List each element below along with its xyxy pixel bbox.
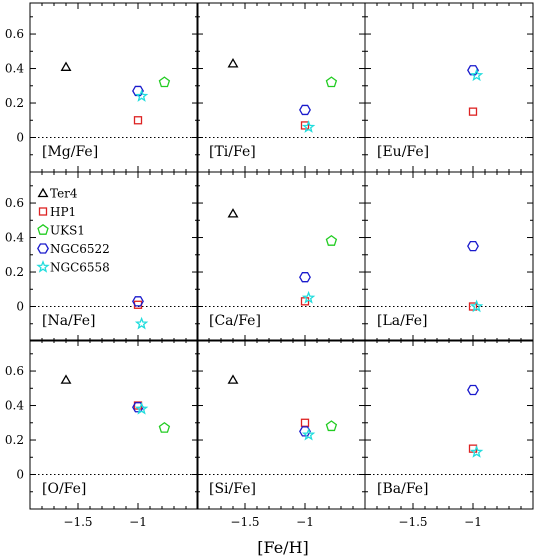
data-point-ter4 <box>60 61 72 71</box>
legend-marker-ngc6522 <box>37 243 49 254</box>
legend-marker-ngc6558 <box>36 259 50 273</box>
y-tick-label: 0 <box>16 131 24 145</box>
panel-si-fe: −1.5 −1 [Si/Fe] <box>196 339 366 529</box>
panel-na-fe: 0 0.2 0.4 0.6 [Na/Fe] Ter4 HP1 UKS1 NGC6522 NGC65… <box>5 171 199 342</box>
y-tick-label: 0.2 <box>5 433 24 447</box>
data-point-ngc6522 <box>132 296 144 307</box>
data-point-uks1 <box>325 76 338 88</box>
x-tick-label: −1 <box>129 515 147 529</box>
x-tick-label: −1 <box>464 515 482 529</box>
data-point-ngc6522 <box>467 240 479 252</box>
data-point-ter4 <box>227 58 239 68</box>
x-tick-label: −1.5 <box>398 515 427 529</box>
panel-label: [Na/Fe] <box>42 313 95 329</box>
data-point-ngc6522 <box>132 85 144 97</box>
data-point-hp1 <box>300 121 310 130</box>
panel-label: [Ca/Fe] <box>209 313 261 329</box>
panel-label: [Mg/Fe] <box>42 144 98 160</box>
panel-la-fe: [La/Fe] <box>364 171 534 342</box>
data-point-ngc6558 <box>301 290 316 304</box>
y-tick-label: 0.4 <box>5 231 24 245</box>
legend: Ter4 HP1 UKS1 NGC6522 NGC6558 <box>36 187 110 275</box>
data-point-hp1 <box>468 107 478 116</box>
data-point-hp1 <box>133 116 143 125</box>
legend-label: HP1 <box>50 205 76 219</box>
data-point-uks1 <box>158 76 171 88</box>
data-point-ngc6558 <box>134 401 149 415</box>
y-tick-label: 0 <box>16 300 24 314</box>
data-point-ngc6558 <box>301 427 316 441</box>
panel-eu-fe: [Eu/Fe] <box>364 2 534 173</box>
y-tick-label: 0.2 <box>5 265 24 279</box>
data-point-ngc6522 <box>467 65 479 76</box>
data-point-uks1 <box>325 420 338 432</box>
panel-label: [Eu/Fe] <box>377 144 429 160</box>
data-point-ngc6522 <box>299 104 311 116</box>
data-point-uks1 <box>158 421 171 433</box>
legend-label: NGC6522 <box>50 242 110 256</box>
y-tick-label: 0.2 <box>5 96 24 110</box>
data-point-ngc6558 <box>301 120 316 133</box>
panel-label: [Ti/Fe] <box>209 144 256 160</box>
y-tick-label: 0.6 <box>5 364 24 378</box>
y-tick-label: 0.6 <box>5 196 24 210</box>
y-tick-label: 0.6 <box>5 27 24 41</box>
legend-label: Ter4 <box>50 187 78 201</box>
data-point-ngc6522 <box>299 426 311 437</box>
panel-o-fe: 0 0.2 0.4 0.6 −1.5 −1 [O/Fe] <box>5 339 199 529</box>
panel-mg-fe: 0 0.2 0.4 0.6 [Mg/Fe] <box>5 2 199 173</box>
data-point-ngc6558 <box>134 316 149 330</box>
data-point-ngc6558 <box>469 299 484 313</box>
x-tick-label: −1.5 <box>63 515 92 529</box>
panel-label: [Ba/Fe] <box>377 481 429 497</box>
legend-marker-uks1 <box>37 223 49 235</box>
data-point-ngc6558 <box>134 89 149 102</box>
panel-label: [Si/Fe] <box>209 481 256 497</box>
data-point-uks1 <box>325 234 338 246</box>
y-tick-label: 0 <box>16 468 24 482</box>
legend-marker-ter4 <box>37 187 49 198</box>
data-point-hp1 <box>468 302 478 311</box>
x-tick-label: −1 <box>296 515 314 529</box>
x-axis-label: [Fe/H] <box>257 538 309 557</box>
legend-marker-hp1 <box>38 207 48 216</box>
data-point-ter4 <box>227 374 239 384</box>
data-point-ngc6558 <box>469 445 484 458</box>
data-point-ter4 <box>227 208 239 218</box>
data-point-ngc6522 <box>299 272 311 283</box>
y-tick-label: 0.4 <box>5 62 24 76</box>
panel-ti-fe: [Ti/Fe] <box>196 2 366 173</box>
data-point-ngc6558 <box>469 68 484 82</box>
data-point-hp1 <box>133 300 143 309</box>
panel-ca-fe: [Ca/Fe] <box>196 171 366 342</box>
legend-label: NGC6558 <box>50 261 110 275</box>
x-tick-label: −1.5 <box>230 515 259 529</box>
data-point-ter4 <box>60 374 72 384</box>
panel-label: [La/Fe] <box>377 313 428 329</box>
panel-label: [O/Fe] <box>42 481 86 497</box>
panel-ba-fe: −1.5 −1 [Ba/Fe] <box>364 339 534 529</box>
legend-label: UKS1 <box>50 224 85 238</box>
y-tick-label: 0.4 <box>5 399 24 413</box>
data-point-hp1 <box>300 418 310 427</box>
data-point-ngc6522 <box>467 384 479 396</box>
